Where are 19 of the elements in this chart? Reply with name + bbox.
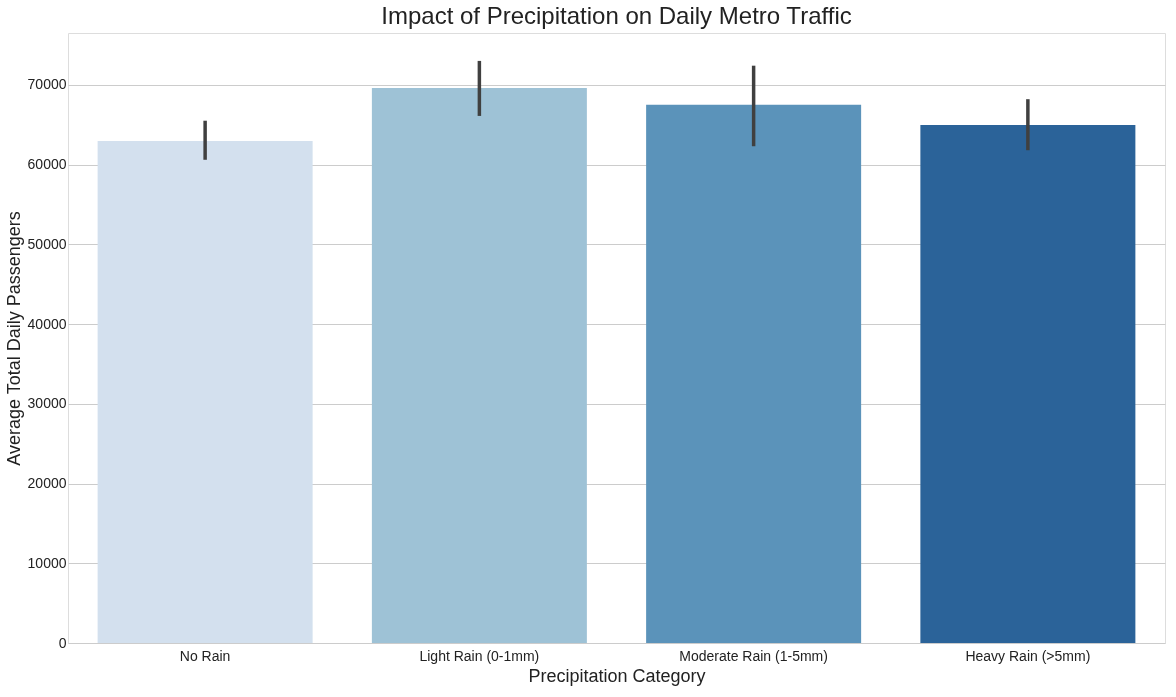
x-tick-label: Light Rain (0-1mm) <box>419 647 540 664</box>
y-tick-label: 10000 <box>27 554 67 571</box>
bar <box>97 141 313 643</box>
y-tick-label: 50000 <box>27 235 67 252</box>
y-tick-label: 70000 <box>27 76 67 93</box>
y-tick-label: 20000 <box>27 475 67 492</box>
bar <box>646 104 862 643</box>
y-tick-label: 60000 <box>27 156 67 173</box>
bar <box>371 88 587 643</box>
x-axis-title: Precipitation Category <box>528 665 706 686</box>
bar <box>920 125 1136 643</box>
y-tick-label: 0 <box>58 634 67 651</box>
x-tick-label: Heavy Rain (>5mm) <box>965 647 1091 664</box>
chart-title: Impact of Precipitation on Daily Metro Traffic <box>381 2 852 29</box>
y-axis-title: Average Total Daily Passengers <box>3 211 24 466</box>
x-tick-label: No Rain <box>179 647 231 664</box>
y-tick-label: 40000 <box>27 315 67 332</box>
y-tick-label: 30000 <box>27 395 67 412</box>
x-tick-label: Moderate Rain (1-5mm) <box>679 647 828 664</box>
